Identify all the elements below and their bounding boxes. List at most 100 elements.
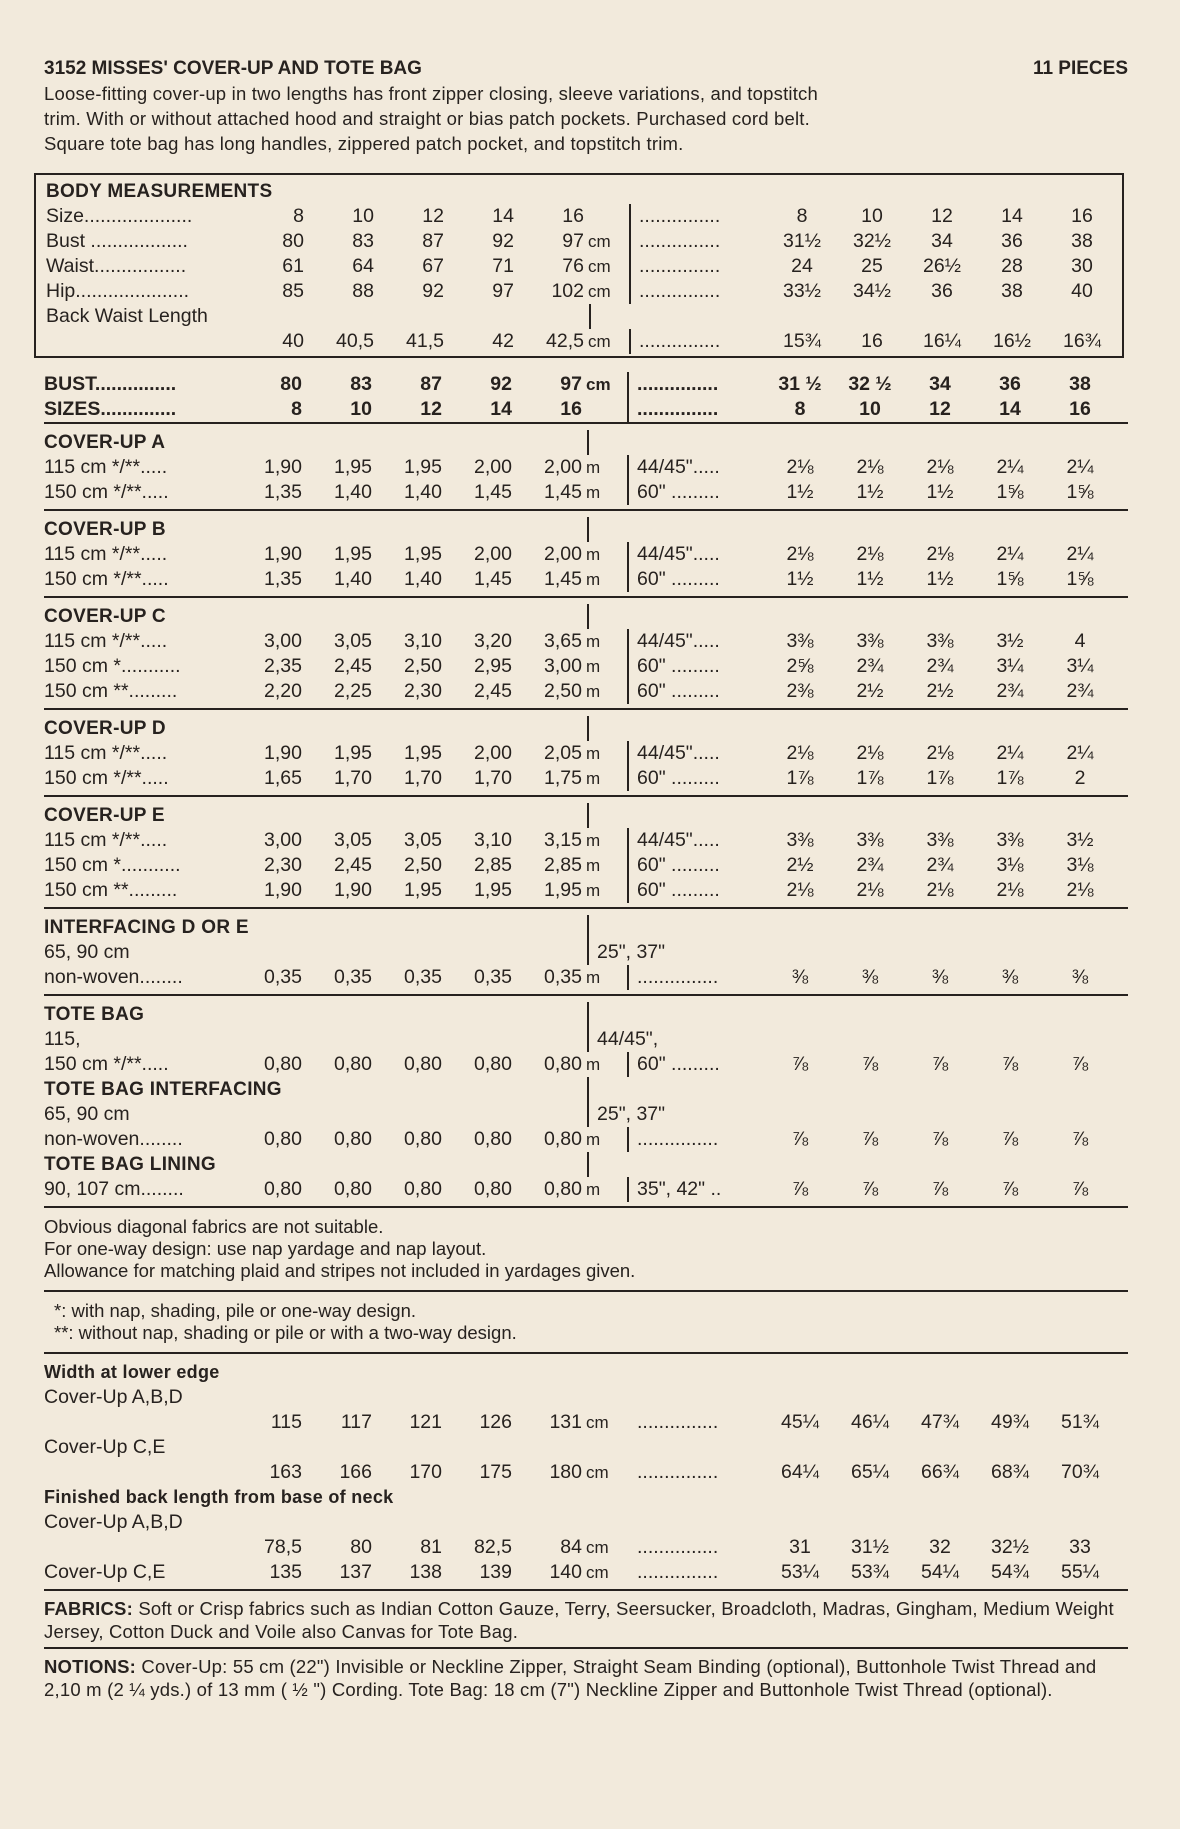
imperial-label: ............... xyxy=(639,230,721,252)
metric-value: 0,35 xyxy=(404,966,442,988)
metric-value: 0,80 xyxy=(264,1128,302,1150)
metric-value: 1,35 xyxy=(264,481,302,503)
row-label: 115, xyxy=(44,1028,81,1050)
imperial-value: 31½ xyxy=(851,1536,889,1558)
metric-value: 1,95 xyxy=(404,879,442,901)
metric-value: 71 xyxy=(492,255,514,277)
header: 3152 MISSES' COVER-UP AND TOTE BAG 11 PI… xyxy=(44,56,1128,81)
metric-value: 2,95 xyxy=(474,655,512,677)
measurement-row: 150 cm **......... 1,90 1,90 1,95 1,95 1,95 m 6… xyxy=(44,878,1128,903)
imperial-value: 1½ xyxy=(856,481,884,503)
metric-value: 102 xyxy=(551,280,584,302)
divider xyxy=(44,1352,1128,1354)
imperial-value: 10 xyxy=(859,398,881,420)
metric-value: 1,40 xyxy=(404,568,442,590)
metric-value: 2,85 xyxy=(474,854,512,876)
metric-value: 42 xyxy=(492,330,514,352)
metric-value: 1,45 xyxy=(544,481,582,503)
measurement-row: Hip..................... 85 88 92 97 102 cm...… xyxy=(46,279,1122,304)
imperial-label xyxy=(597,1385,725,1410)
imperial-label: ............... xyxy=(639,330,721,352)
row-label: non-woven........ xyxy=(44,966,183,988)
label-row: 115, 44/45", xyxy=(44,1027,1128,1052)
yardage-section: TOTE BAG LINING 90, 107 cm........ 0,80 0,8… xyxy=(44,1152,1128,1202)
measurement-row: 150 cm **......... 2,20 2,25 2,30 2,45 2,50 m 6… xyxy=(44,679,1128,704)
metric-value: 80 xyxy=(350,1536,372,1558)
imperial-label: ............... xyxy=(637,1128,719,1150)
divider xyxy=(44,795,1128,797)
imperial-side xyxy=(589,304,727,329)
measurement-row: Cover-Up C,E 135 137 138 139 140 cm...........… xyxy=(44,1560,1128,1585)
divider xyxy=(44,1647,1128,1649)
metric-value: 0,80 xyxy=(474,1178,512,1200)
divider xyxy=(44,907,1128,909)
section-title: COVER-UP E xyxy=(44,805,165,826)
divider xyxy=(44,596,1128,598)
section-title-row: COVER-UP E xyxy=(44,803,1128,828)
imperial-value: ⅞ xyxy=(1071,1128,1089,1150)
metric-value: 76 xyxy=(562,255,584,277)
metric-value: 3,05 xyxy=(334,829,372,851)
metric-value: 2,20 xyxy=(264,680,302,702)
imperial-value: 4 xyxy=(1074,630,1086,652)
metric-value: 121 xyxy=(409,1411,442,1433)
fabrics-text: Soft or Crisp fabrics such as Indian Cot… xyxy=(44,1598,1114,1642)
metric-value: 2,45 xyxy=(334,854,372,876)
imperial-value: 36 xyxy=(999,373,1021,395)
imperial-label: 60" ......... xyxy=(637,655,720,677)
metric-value: 3,00 xyxy=(264,829,302,851)
metric-value: 1,90 xyxy=(264,879,302,901)
notions-label: NOTIONS: xyxy=(44,1656,137,1677)
metric-value: 2,30 xyxy=(404,680,442,702)
metric-value: 2,00 xyxy=(544,543,582,565)
imperial-value: ⅞ xyxy=(861,1053,879,1075)
metric-value: 1,90 xyxy=(264,543,302,565)
imperial-value: ⅜ xyxy=(931,966,949,988)
metric-value: 2,50 xyxy=(404,655,442,677)
row-label: 65, 90 cm xyxy=(44,941,130,963)
label-row: 65, 90 cm 25", 37" xyxy=(44,940,1128,965)
imperial-value: 53¾ xyxy=(851,1561,889,1583)
imperial-value: 33½ xyxy=(783,280,821,302)
unit: cm xyxy=(586,1413,609,1432)
notions-text: Cover-Up: 55 cm (22") Invisible or Neckl… xyxy=(44,1656,1097,1700)
measurement-row: 40 40,5 41,5 42 42,5 cm............... 15¾ 16 16… xyxy=(46,329,1122,354)
imperial-label: 60" ......... xyxy=(637,767,720,789)
imperial-value: 2⅛ xyxy=(786,879,814,901)
imperial-value: 28 xyxy=(1001,255,1023,277)
measurement-row: 115 117 121 126 131 cm............... 45¼ 46¼ 47… xyxy=(44,1410,1128,1435)
fabric-notes: Obvious diagonal fabrics are not suitabl… xyxy=(44,1214,1128,1286)
metric-value: 2,00 xyxy=(474,456,512,478)
imperial-label: 60" ......... xyxy=(637,680,720,702)
imperial-value: 2⅛ xyxy=(926,456,954,478)
unit: cm xyxy=(586,375,611,394)
metric-value: 1,45 xyxy=(474,568,512,590)
body-measurements-box: BODY MEASUREMENTS Size..................… xyxy=(34,173,1124,358)
unit: cm xyxy=(588,257,611,276)
imperial-side: 60" ......... 2⅛ 2⅛ 2⅛ 2⅛ 2⅛ xyxy=(627,878,1115,903)
imperial-side: 60" ......... 1½ 1½ 1½ 1⅝ 1⅝ xyxy=(627,480,1115,505)
yardage-section: TOTE BAG INTERFACING 65, 90 cm 25", 37" non… xyxy=(44,1077,1128,1152)
metric-value: 2,00 xyxy=(474,543,512,565)
imperial-value: 2⅛ xyxy=(926,879,954,901)
imperial-side: ............... 8 10 12 14 16 xyxy=(627,397,1115,422)
yardage-section: TOTE BAG 115, 44/45", 150 cm */**..... 0,80 0… xyxy=(44,1002,1128,1077)
metric-value: 64 xyxy=(352,255,374,277)
description-line: trim. With or without attached hood and … xyxy=(44,108,810,129)
imperial-value: 55¼ xyxy=(1061,1561,1099,1583)
metric-value: 1,90 xyxy=(264,456,302,478)
note: For one-way design: use nap yardage and … xyxy=(44,1238,487,1259)
imperial-value: 2¼ xyxy=(1066,543,1094,565)
imperial-value: ⅜ xyxy=(861,966,879,988)
footnote: **: without nap, shading or pile or with… xyxy=(54,1322,517,1343)
imperial-value: 8 xyxy=(794,398,806,420)
imperial-value: 70¾ xyxy=(1061,1461,1099,1483)
imperial-value: ⅞ xyxy=(1071,1053,1089,1075)
imperial-side: 60" ......... 2⅝ 2¾ 2¾ 3¼ 3¼ xyxy=(627,654,1115,679)
metric-value: 1,95 xyxy=(404,456,442,478)
imperial-value: 16 xyxy=(1069,398,1091,420)
metric-value: 16 xyxy=(562,205,584,227)
row-label xyxy=(44,1460,232,1485)
imperial-side: 44/45"..... 3⅜ 3⅜ 3⅜ 3⅜ 3½ xyxy=(627,828,1115,853)
metric-value: 2,45 xyxy=(334,655,372,677)
